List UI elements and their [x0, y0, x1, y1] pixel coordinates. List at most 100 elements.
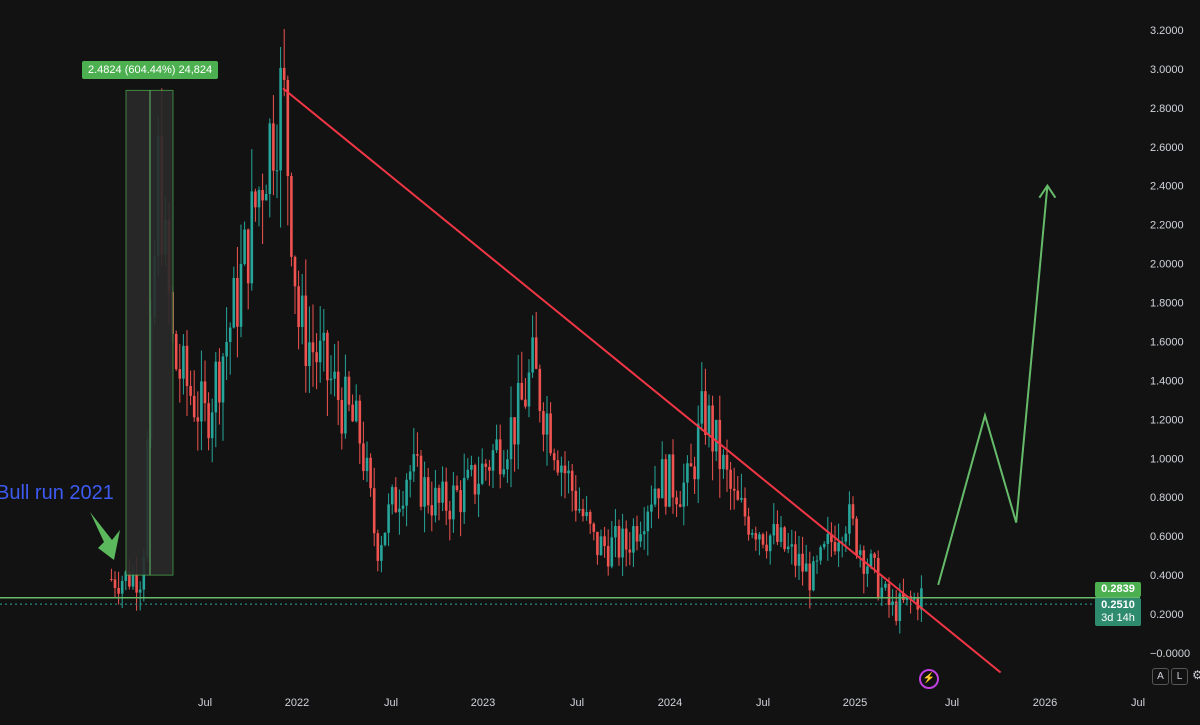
y-tick-label: −0.0000: [1150, 648, 1190, 660]
candle-body: [761, 534, 765, 545]
candle-body: [729, 469, 732, 489]
candle-body: [894, 601, 898, 621]
x-tick-label: Jul: [198, 697, 212, 709]
candle-body: [178, 369, 182, 379]
candle-body: [675, 497, 678, 505]
candle-body: [293, 256, 297, 287]
candle-body: [257, 189, 261, 208]
candle-body: [365, 457, 369, 472]
candle-body: [358, 400, 362, 444]
candle-body: [646, 511, 650, 532]
candle-body: [344, 376, 347, 434]
candle-body: [765, 544, 768, 552]
candle-body: [704, 391, 707, 435]
projection-path: [937, 185, 1049, 586]
candle-body: [430, 505, 434, 516]
candle-body: [822, 543, 826, 548]
resistance-trendline: [282, 87, 1002, 674]
countdown-label: 3d 14h: [1095, 611, 1141, 626]
candle-body: [830, 533, 833, 543]
candle-body: [657, 488, 660, 499]
candle-body: [574, 490, 578, 511]
time-axis[interactable]: Jul 2022 Jul 2023 Jul 2024 Jul 2025 Jul 2026 Jul: [198, 697, 1145, 709]
candle-body: [192, 395, 196, 418]
candle-body: [732, 488, 736, 491]
candle-body: [588, 511, 592, 524]
y-tick-label: 1.4000: [1150, 375, 1184, 387]
candle-body: [480, 463, 484, 484]
drawings[interactable]: [0, 87, 1140, 674]
candle-body: [758, 534, 761, 540]
log-scale-button[interactable]: L: [1171, 668, 1188, 685]
candle-body: [772, 523, 776, 536]
candle-body: [876, 557, 880, 599]
candle-body: [916, 597, 920, 610]
y-tick-label: 0.4000: [1150, 570, 1184, 582]
candle-body: [725, 454, 729, 470]
candle-body: [135, 574, 138, 593]
y-tick-label: 0.8000: [1150, 492, 1184, 504]
candle-body: [678, 504, 682, 507]
candle-body: [282, 67, 286, 80]
candle-body: [272, 123, 275, 171]
x-tick-label: 2023: [471, 697, 495, 709]
candle-body: [185, 345, 189, 386]
candle-body: [466, 469, 470, 478]
candle-body: [326, 332, 329, 381]
candle-body: [660, 459, 664, 499]
candle-body: [884, 583, 887, 588]
candle-body: [416, 454, 419, 456]
candle-body: [444, 481, 448, 511]
candle-body: [412, 454, 416, 472]
candle-body: [225, 341, 228, 357]
y-tick-label: 2.6000: [1150, 142, 1184, 154]
candle-body: [599, 536, 603, 556]
candle-body: [844, 533, 848, 542]
auto-scale-button[interactable]: A: [1152, 668, 1169, 685]
candle-body: [696, 423, 700, 480]
candle-body: [336, 371, 340, 401]
projection-arrowhead: [1038, 183, 1057, 199]
measure-box[interactable]: [125, 89, 174, 576]
measure-label: 2.4824 (604.44%) 24,824: [82, 61, 219, 79]
candle-body: [506, 459, 509, 470]
candle-body: [711, 405, 714, 452]
candle-body: [138, 589, 142, 593]
candle-body: [812, 561, 815, 591]
candle-body: [549, 413, 552, 454]
candle-body: [664, 459, 668, 507]
candle-body: [833, 542, 837, 552]
candle-body: [632, 526, 635, 553]
candle-body: [426, 477, 430, 506]
candle-body: [200, 381, 203, 422]
candle-body: [671, 454, 675, 498]
candle-body: [560, 465, 563, 473]
last-price-label: 0.2510: [1095, 598, 1141, 613]
candle-body: [855, 518, 858, 555]
settings-icon[interactable]: ⚙: [1192, 668, 1200, 682]
candle-body: [261, 189, 264, 201]
flash-icon[interactable]: ⚡: [919, 669, 939, 689]
candle-body: [333, 371, 336, 379]
annotation-arrow: [90, 512, 120, 560]
x-tick-label: 2025: [843, 697, 867, 709]
candle-body: [329, 378, 333, 381]
candle-body: [437, 487, 441, 503]
candle-body: [203, 381, 207, 404]
candle-body: [459, 490, 462, 513]
candle-body: [891, 601, 894, 605]
candle-body: [779, 527, 783, 542]
price-axis[interactable]: 3.2000 3.0000 2.8000 2.6000 2.4000 2.2000 2.00…: [1150, 25, 1190, 660]
candle-body: [851, 504, 855, 519]
candle-body: [268, 123, 272, 194]
candle-body: [322, 332, 326, 341]
candle-body: [668, 454, 671, 507]
candle-body: [113, 579, 117, 588]
y-tick-label: 1.6000: [1150, 336, 1184, 348]
x-tick-label: Jul: [1131, 697, 1145, 709]
candle-body: [743, 497, 747, 517]
candle-body: [542, 411, 545, 435]
candle-body: [509, 417, 513, 460]
